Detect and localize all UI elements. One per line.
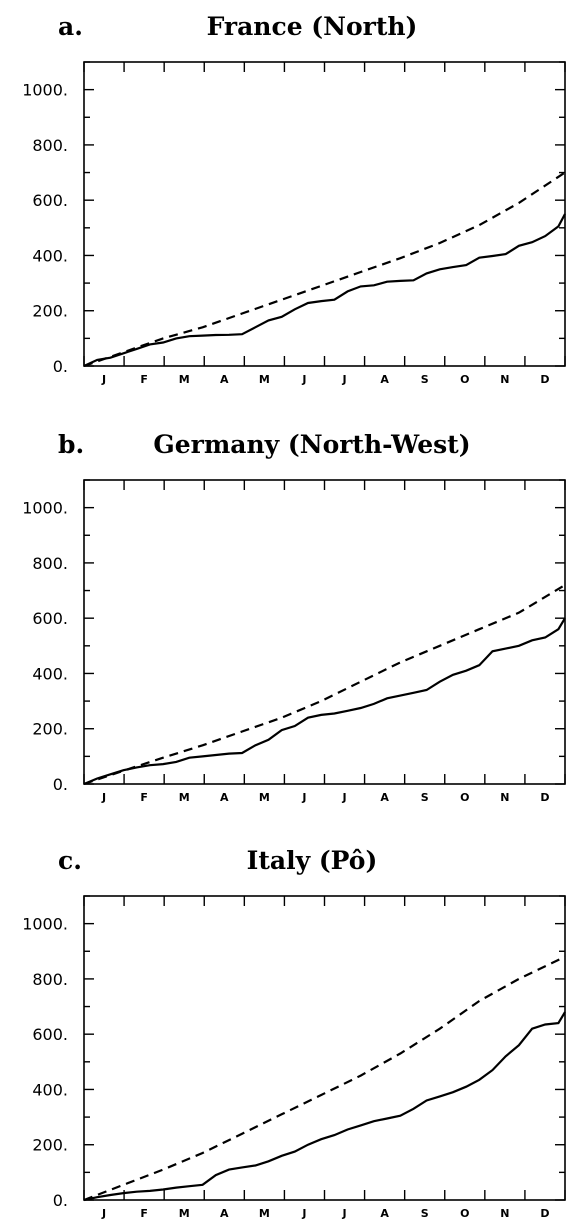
x-month-label: S	[421, 791, 429, 804]
series-line-dashed	[83, 955, 566, 1202]
x-month-label: F	[140, 791, 148, 804]
x-month-label: S	[421, 1207, 429, 1220]
x-month-label: J	[341, 373, 346, 386]
x-month-label: D	[540, 1207, 549, 1220]
x-month-label: A	[220, 1207, 229, 1220]
y-tick-label: 600.	[32, 191, 68, 210]
y-tick-label: 200.	[32, 1136, 68, 1155]
x-month-label: J	[341, 1207, 346, 1220]
y-tick-label: 400.	[32, 1080, 68, 1099]
y-tick-label: 400.	[32, 246, 68, 265]
x-month-label: M	[259, 373, 270, 386]
y-tick-label: 800.	[32, 970, 68, 989]
x-month-label: A	[380, 1207, 389, 1220]
x-month-label: J	[301, 1207, 306, 1220]
y-tick-label: 0.	[53, 357, 68, 376]
y-tick-label: 800.	[32, 136, 68, 155]
y-tick-label: 200.	[32, 302, 68, 321]
x-month-label: M	[179, 373, 190, 386]
y-tick-label: 600.	[32, 1025, 68, 1044]
x-month-label: O	[460, 1207, 469, 1220]
x-month-label: M	[179, 1207, 190, 1220]
panel-france-north: a. France (North) 0. 200. 400. 600. 800. 1000. J…	[22, 12, 566, 386]
chart-title: Italy (Pô)	[247, 846, 378, 875]
x-month-label: J	[101, 791, 106, 804]
x-month-label: A	[380, 791, 389, 804]
x-month-label: J	[341, 791, 346, 804]
y-tick-label: 0.	[53, 775, 68, 794]
x-month-label: F	[140, 373, 148, 386]
y-tick-label: 800.	[32, 554, 68, 573]
x-month-label: N	[500, 373, 509, 386]
x-month-label: M	[259, 791, 270, 804]
y-tick-label: 1000.	[22, 499, 68, 518]
x-month-label: M	[259, 1207, 270, 1220]
y-tick-label: 1000.	[22, 81, 68, 100]
chart-title: Germany (North-West)	[153, 430, 470, 459]
plot-frame	[83, 61, 566, 367]
x-month-label: J	[101, 1207, 106, 1220]
x-month-label: J	[301, 373, 306, 386]
x-month-label: N	[500, 1207, 509, 1220]
x-month-label: A	[220, 373, 229, 386]
plot-frame	[83, 895, 566, 1201]
x-month-label: D	[540, 373, 549, 386]
series-line-solid	[83, 213, 566, 367]
series-line-solid	[83, 1011, 566, 1202]
x-month-label: O	[460, 791, 469, 804]
series-line-dashed	[83, 584, 566, 786]
y-tick-label: 0.	[53, 1191, 68, 1210]
plot-frame	[83, 479, 566, 785]
x-month-label: J	[301, 791, 306, 804]
x-month-label: J	[101, 373, 106, 386]
series-line-solid	[83, 617, 566, 786]
x-month-label: O	[460, 373, 469, 386]
panel-letter: b.	[58, 430, 84, 459]
panel-letter: a.	[58, 12, 83, 41]
y-tick-label: 600.	[32, 609, 68, 628]
panel-italy-po: c. Italy (Pô) 0. 200. 400. 600. 800. 1000. J F M A M…	[22, 846, 566, 1220]
chart-title: France (North)	[207, 12, 418, 41]
x-month-label: N	[500, 791, 509, 804]
panel-letter: c.	[58, 846, 82, 875]
x-month-label: F	[140, 1207, 148, 1220]
panel-germany-north-west: b. Germany (North-West) 0. 200. 400. 600. 800.…	[22, 430, 566, 804]
x-month-label: S	[421, 373, 429, 386]
series-line-dashed	[83, 171, 566, 368]
y-tick-label: 400.	[32, 664, 68, 683]
x-month-label: A	[380, 373, 389, 386]
y-tick-label: 1000.	[22, 915, 68, 934]
x-month-label: A	[220, 791, 229, 804]
y-tick-label: 200.	[32, 720, 68, 739]
x-month-label: D	[540, 791, 549, 804]
x-month-label: M	[179, 791, 190, 804]
